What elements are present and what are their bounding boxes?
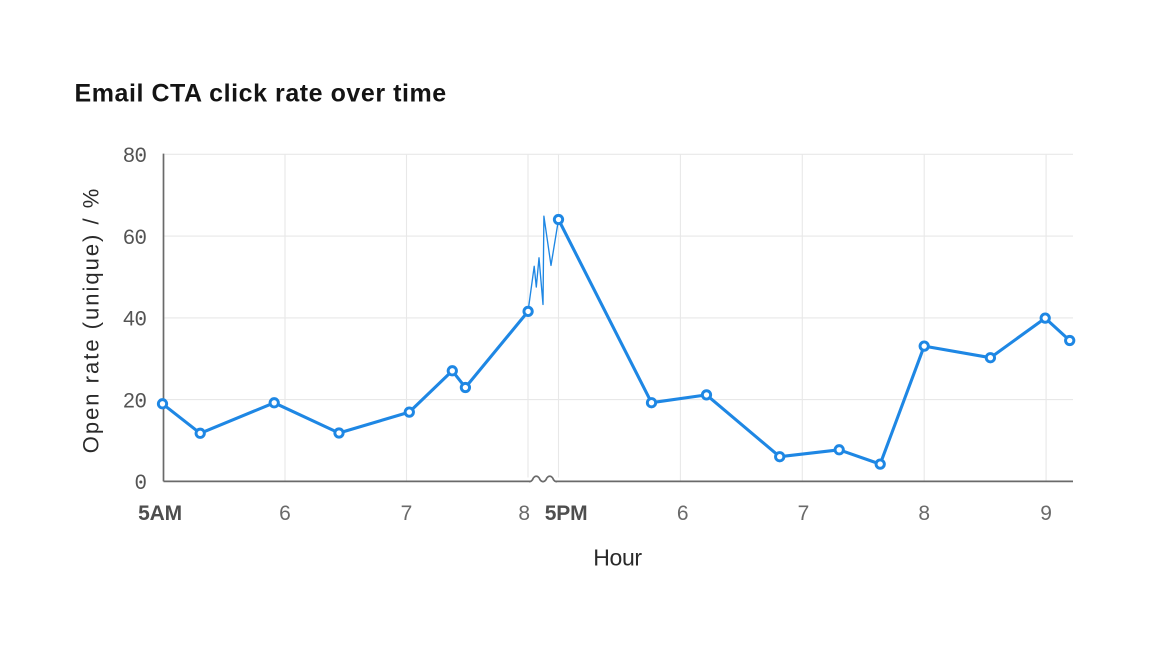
svg-text:5AM: 5AM <box>138 502 182 525</box>
svg-text:6: 6 <box>279 502 291 525</box>
svg-text:Hour: Hour <box>593 544 642 570</box>
svg-text:7: 7 <box>401 502 413 525</box>
svg-text:60: 60 <box>123 226 146 249</box>
svg-text:Email CTA click rate over time: Email CTA click rate over time <box>75 80 447 108</box>
svg-text:20: 20 <box>123 389 146 412</box>
svg-text:80: 80 <box>123 144 146 167</box>
svg-text:Open rate (unique) / %: Open rate (unique) / % <box>79 187 104 454</box>
svg-text:40: 40 <box>123 308 146 331</box>
svg-text:7: 7 <box>798 502 810 525</box>
svg-text:9: 9 <box>1040 502 1052 525</box>
svg-text:8: 8 <box>918 502 930 525</box>
svg-text:8: 8 <box>518 502 530 525</box>
svg-text:5PM: 5PM <box>545 502 588 525</box>
svg-text:6: 6 <box>677 502 689 525</box>
